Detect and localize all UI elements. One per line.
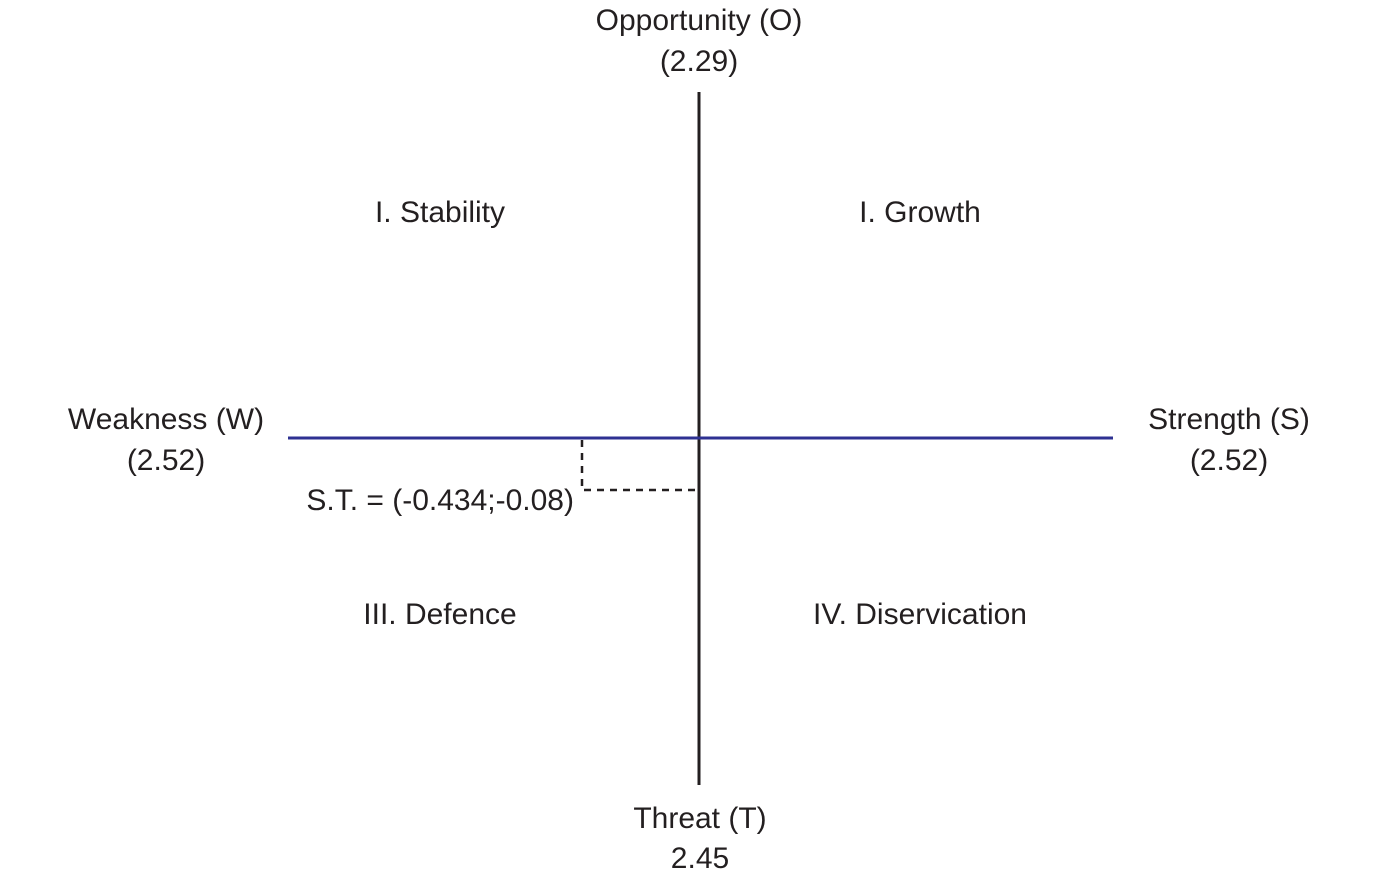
axis-label: Strength (S) [1148, 403, 1310, 436]
axis-value: (2.29) [660, 45, 738, 78]
axis-label: Opportunity (O) [596, 4, 803, 37]
quadrant-label: III. Defence [363, 598, 516, 631]
axis-value: (2.52) [127, 444, 205, 477]
quadrant-label: I. Stability [375, 196, 505, 229]
axis-label: Threat (T) [633, 802, 766, 835]
axis-value: 2.45 [671, 842, 729, 875]
axis-label: Weakness (W) [68, 403, 264, 436]
axis-value: (2.52) [1190, 444, 1268, 477]
quadrant-label: I. Growth [859, 196, 981, 229]
quadrant-label: IV. Diservication [813, 598, 1027, 631]
point-guide [580, 440, 699, 492]
point-label: S.T. = (-0.434;-0.08) [306, 484, 574, 517]
